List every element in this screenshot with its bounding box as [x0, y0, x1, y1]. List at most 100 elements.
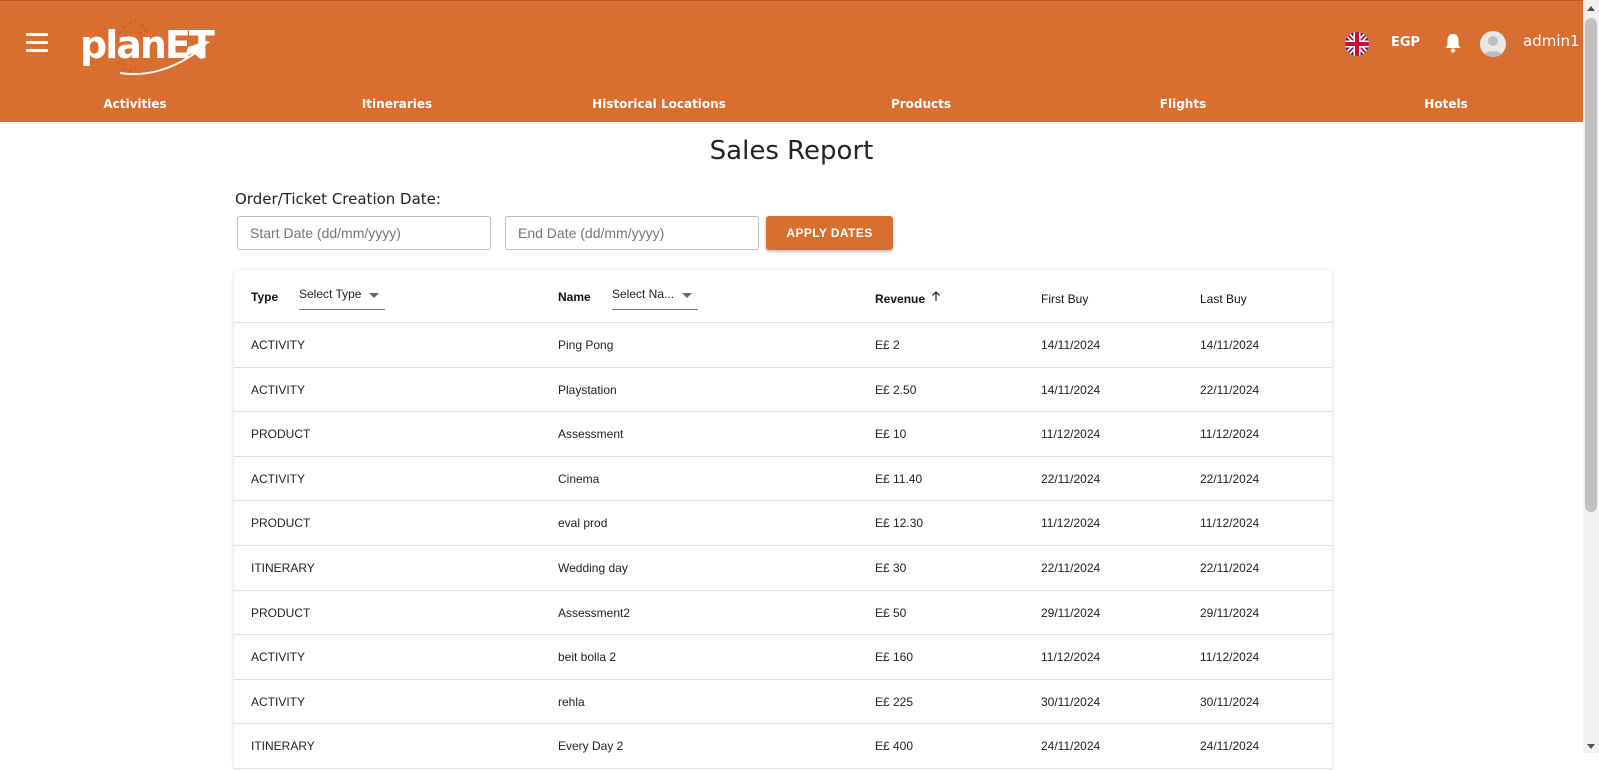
table-row: PRODUCT eval prod E£ 12.30 11/12/2024 11… — [234, 501, 1332, 546]
table-row: PRODUCT Assessment2 E£ 50 29/11/2024 29/… — [234, 591, 1332, 636]
nav-itineraries[interactable]: Itineraries — [361, 97, 433, 111]
name-cell: Assessment — [558, 427, 624, 442]
last-buy-cell: 14/11/2024 — [1200, 338, 1260, 352]
revenue-cell: E£ 11.40 — [875, 471, 923, 486]
name-cell: Wedding day — [558, 560, 628, 575]
revenue-cell: E£ 160 — [875, 650, 914, 665]
nav-products[interactable]: Products — [890, 97, 952, 111]
last-buy-cell: 22/11/2024 — [1200, 471, 1260, 486]
first-buy-cell: 22/11/2024 — [1041, 560, 1101, 575]
revenue-cell: E£ 400 — [875, 739, 914, 754]
app-header: planET EGP admin1 Activities Itineraries… — [0, 0, 1583, 122]
hamburger-menu-icon[interactable] — [26, 33, 48, 53]
revenue-cell: E£ 10 — [875, 427, 907, 442]
last-buy-cell: 24/11/2024 — [1200, 739, 1260, 754]
name-cell: beit bolla 2 — [558, 650, 617, 665]
last-buy-cell: 29/11/2024 — [1200, 605, 1260, 620]
type-cell: PRODUCT — [251, 427, 311, 442]
name-filter-value: Select Na... — [612, 287, 675, 301]
chevron-down-icon — [682, 293, 692, 298]
first-buy-cell: 29/11/2024 — [1041, 605, 1101, 620]
end-date-input[interactable] — [505, 216, 759, 250]
username[interactable]: admin1 — [1523, 32, 1580, 50]
type-cell: ACTIVITY — [251, 694, 306, 709]
type-cell: PRODUCT — [251, 516, 311, 531]
nav-activities[interactable]: Activities — [103, 97, 167, 111]
revenue-column-header[interactable]: Revenue — [875, 292, 926, 306]
nav-hotels[interactable]: Hotels — [1424, 97, 1468, 111]
type-cell: ACTIVITY — [251, 338, 306, 352]
name-cell: rehla — [558, 694, 585, 709]
type-cell: ITINERARY — [251, 739, 315, 754]
revenue-cell: E£ 30 — [875, 560, 907, 575]
uk-flag-icon[interactable] — [1345, 32, 1369, 56]
revenue-cell: E£ 50 — [875, 605, 907, 620]
nav-flights[interactable]: Flights — [1159, 97, 1207, 111]
table-row: ACTIVITY Cinema E£ 11.40 22/11/2024 22/1… — [234, 457, 1332, 502]
start-date-input[interactable] — [237, 216, 491, 250]
first-buy-cell: 11/12/2024 — [1041, 427, 1101, 442]
last-buy-cell: 11/12/2024 — [1200, 650, 1260, 665]
user-avatar-icon[interactable] — [1480, 31, 1506, 57]
type-cell: ACTIVITY — [251, 382, 306, 397]
table-row: ACTIVITY beit bolla 2 E£ 160 11/12/2024 … — [234, 635, 1332, 680]
first-buy-column-header: First Buy — [1041, 292, 1089, 306]
table-row: ACTIVITY Playstation E£ 2.50 14/11/2024 … — [234, 368, 1332, 413]
type-filter-select[interactable]: Select Type — [299, 287, 385, 310]
revenue-cell: E£ 225 — [875, 694, 914, 709]
table-header: Type Select Type Name Select Na... Reven… — [234, 270, 1332, 323]
name-cell: Playstation — [558, 382, 617, 397]
scroll-thumb[interactable] — [1585, 18, 1597, 512]
type-filter-value: Select Type — [299, 287, 362, 301]
first-buy-cell: 14/11/2024 — [1041, 382, 1101, 397]
name-cell: Assessment2 — [558, 605, 631, 620]
type-cell: PRODUCT — [251, 605, 311, 620]
table-row: ITINERARY Every Day 2 E£ 400 24/11/2024 … — [234, 724, 1332, 769]
first-buy-cell: 30/11/2024 — [1041, 694, 1101, 709]
name-cell: eval prod — [558, 516, 608, 531]
first-buy-cell: 11/12/2024 — [1041, 650, 1101, 665]
first-buy-cell: 14/11/2024 — [1041, 338, 1101, 352]
name-cell: Cinema — [558, 471, 600, 486]
first-buy-cell: 11/12/2024 — [1041, 516, 1101, 531]
last-buy-cell: 11/12/2024 — [1200, 427, 1260, 442]
revenue-cell: E£ 12.30 — [875, 516, 924, 531]
last-buy-cell: 11/12/2024 — [1200, 516, 1260, 531]
main-nav: Activities Itineraries Historical Locati… — [0, 89, 1583, 119]
planet-logo[interactable]: planET — [80, 13, 220, 77]
currency-selector[interactable]: EGP — [1391, 35, 1421, 50]
first-buy-cell: 24/11/2024 — [1041, 739, 1101, 754]
type-cell: ITINERARY — [251, 560, 315, 575]
date-filter-label: Order/Ticket Creation Date: — [235, 190, 441, 208]
scroll-up-arrow-icon[interactable] — [1587, 6, 1595, 11]
last-buy-column-header: Last Buy — [1200, 292, 1247, 306]
sales-table: Type Select Type Name Select Na... Reven… — [234, 270, 1332, 770]
last-buy-cell: 30/11/2024 — [1200, 694, 1260, 709]
last-buy-cell: 22/11/2024 — [1200, 382, 1260, 397]
logo-graphic — [116, 19, 210, 76]
table-row: ACTIVITY Ping Pong E£ 2 14/11/2024 14/11… — [234, 323, 1332, 368]
bell-icon[interactable] — [1444, 33, 1462, 53]
scroll-down-arrow-icon[interactable] — [1587, 744, 1595, 749]
type-cell: ACTIVITY — [251, 650, 306, 665]
logo-text: planET — [80, 23, 215, 67]
page-title: Sales Report — [709, 136, 874, 166]
chevron-down-icon — [369, 293, 379, 298]
nav-historical-locations[interactable]: Historical Locations — [592, 97, 726, 111]
type-cell: ACTIVITY — [251, 471, 306, 486]
last-buy-cell: 22/11/2024 — [1200, 560, 1260, 575]
revenue-cell: E£ 2 — [875, 338, 900, 352]
table-row: ITINERARY Wedding day E£ 30 22/11/2024 2… — [234, 546, 1332, 591]
sort-ascending-icon[interactable] — [931, 290, 941, 302]
revenue-cell: E£ 2.50 — [875, 382, 917, 397]
name-cell: Ping Pong — [558, 338, 614, 352]
apply-dates-button[interactable]: APPLY DATES — [766, 216, 893, 250]
table-row: PRODUCT Assessment E£ 10 11/12/2024 11/1… — [234, 412, 1332, 457]
page-scrollbar[interactable] — [1583, 0, 1599, 753]
type-column-header: Type — [251, 290, 279, 304]
first-buy-cell: 22/11/2024 — [1041, 471, 1101, 486]
table-row: ACTIVITY rehla E£ 225 30/11/2024 30/11/2… — [234, 680, 1332, 725]
name-cell: Every Day 2 — [558, 739, 624, 754]
name-filter-select[interactable]: Select Na... — [612, 287, 698, 310]
name-column-header: Name — [558, 290, 591, 304]
